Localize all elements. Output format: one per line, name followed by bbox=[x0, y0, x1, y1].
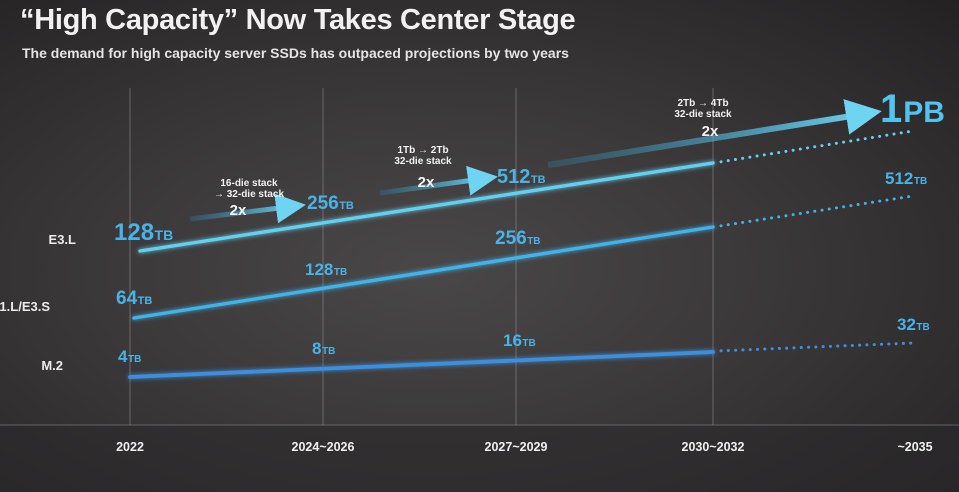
data-label: 512TB bbox=[497, 166, 546, 188]
series-line-solid bbox=[132, 225, 715, 320]
growth-arrow bbox=[547, 99, 882, 168]
data-label: 256TB bbox=[307, 193, 354, 214]
annotation-text: → 32-die stack bbox=[214, 189, 284, 200]
data-label: 64TB bbox=[116, 288, 152, 309]
data-label: 512TB bbox=[885, 169, 927, 188]
x-tick-label: 2027~2029 bbox=[485, 440, 548, 454]
data-label: 32TB bbox=[897, 315, 930, 334]
multiplier-label: 2x bbox=[418, 174, 435, 191]
data-label: 1PB bbox=[880, 87, 945, 131]
annotation-text: 32-die stack bbox=[674, 109, 732, 120]
series-label: E1.L/E3.S bbox=[0, 299, 50, 314]
annotation-text: 32-die stack bbox=[394, 156, 452, 167]
series-line-solid bbox=[138, 161, 715, 253]
x-tick-label: 2030~2032 bbox=[682, 440, 745, 454]
series-label: M.2 bbox=[41, 358, 63, 373]
data-label: 128TB bbox=[305, 260, 347, 279]
growth-arrow bbox=[189, 193, 306, 224]
data-label: 4TB bbox=[118, 347, 141, 366]
growth-arrow bbox=[379, 165, 498, 196]
slide-subtitle: The demand for high capacity server SSDs… bbox=[22, 45, 569, 61]
annotation-text: 16-die stack bbox=[220, 178, 278, 189]
data-label: 128TB bbox=[114, 219, 173, 246]
slide-title: “High Capacity” Now Takes Center Stage bbox=[20, 4, 576, 36]
data-label: 256TB bbox=[495, 228, 541, 249]
series-line-projected bbox=[719, 341, 915, 353]
series-line-projected bbox=[719, 129, 915, 164]
x-tick-label: 2024~2026 bbox=[292, 440, 355, 454]
annotation-text: 1Tb → 2Tb bbox=[397, 145, 448, 156]
multiplier-label: 2x bbox=[230, 202, 247, 219]
data-label: 8TB bbox=[312, 339, 335, 358]
x-tick-label: 2022 bbox=[116, 440, 144, 454]
series-line-projected bbox=[719, 194, 915, 228]
multiplier-label: 2x bbox=[702, 123, 719, 140]
axis-floor bbox=[0, 425, 959, 492]
data-label: 16TB bbox=[503, 331, 536, 350]
series-line-solid bbox=[128, 350, 715, 379]
x-tick-label: ~2035 bbox=[897, 440, 932, 454]
annotation-text: 2Tb → 4Tb bbox=[677, 98, 728, 109]
series-label: E3.L bbox=[49, 232, 77, 247]
